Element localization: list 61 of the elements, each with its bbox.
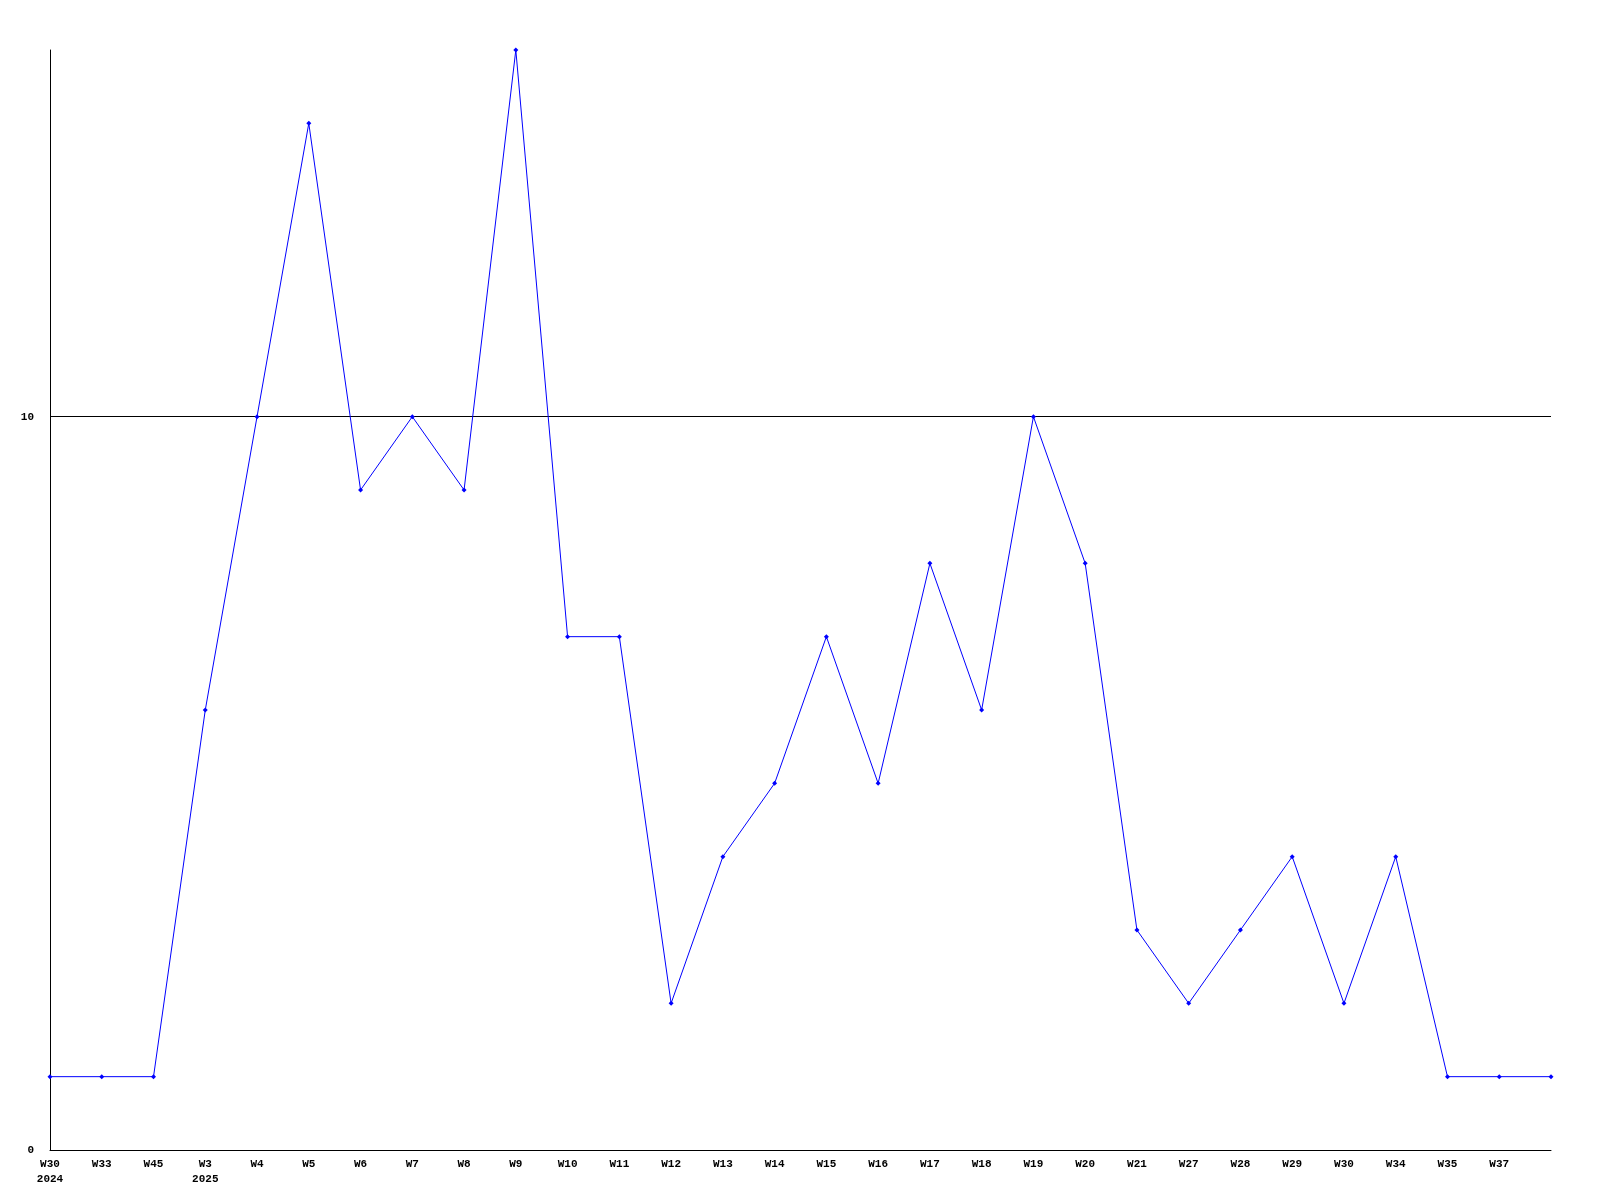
point	[1341, 1000, 1347, 1006]
point	[1548, 1074, 1554, 1080]
x-tick-label: W33	[91, 1157, 113, 1170]
point	[1237, 927, 1243, 933]
x-tick-label: W7	[405, 1157, 419, 1170]
x-tick-label: W18	[971, 1157, 992, 1170]
point	[1030, 414, 1036, 420]
point	[254, 414, 260, 420]
x-tick-label: W30	[1334, 1157, 1354, 1170]
x-tick-label: W10	[557, 1157, 578, 1170]
y-tick-label: 0	[27, 1144, 34, 1156]
x-tick-label: W29	[1282, 1157, 1303, 1170]
x-tick-label: W15	[816, 1157, 837, 1170]
point	[409, 414, 415, 420]
x-tick-label: W6	[353, 1157, 368, 1170]
x-tick-label: W16	[868, 1157, 889, 1170]
point	[1496, 1074, 1502, 1080]
x-tick-label: W11	[609, 1157, 630, 1170]
point	[927, 560, 933, 566]
point	[979, 707, 985, 713]
point	[151, 1074, 157, 1080]
x-tick-label: W3 2025	[192, 1157, 219, 1185]
point	[1186, 1000, 1192, 1006]
x-tick-label: W17	[919, 1157, 940, 1170]
point	[1082, 560, 1088, 566]
point	[823, 634, 829, 640]
point	[1393, 854, 1399, 860]
x-tick-label: W30 2024	[36, 1157, 64, 1185]
x-tick-label: W13	[712, 1157, 734, 1170]
point	[875, 780, 881, 786]
x-tick-label: W4	[250, 1157, 265, 1170]
point	[772, 780, 778, 786]
point	[461, 487, 467, 493]
x-tick-label: W45	[143, 1157, 164, 1170]
x-tick-label: W12	[661, 1157, 682, 1170]
x-tick-label: W14	[764, 1157, 785, 1170]
y-tick-label: 10	[20, 410, 34, 423]
point	[358, 487, 364, 493]
point	[47, 1074, 53, 1080]
point	[99, 1074, 105, 1080]
x-tick-label: W21	[1127, 1157, 1148, 1170]
point	[565, 634, 571, 640]
x-tick-label: W35	[1437, 1157, 1458, 1170]
point	[202, 707, 208, 713]
x-tick-label: W5	[302, 1157, 316, 1170]
point	[720, 854, 726, 860]
x-tick-label: W28	[1230, 1157, 1251, 1170]
point	[1134, 927, 1140, 933]
point	[306, 120, 312, 126]
x-tick-label: W19	[1023, 1157, 1044, 1170]
x-tick-label: W34	[1385, 1157, 1407, 1170]
point	[616, 634, 622, 640]
x-tick-label: W8	[457, 1157, 472, 1170]
point	[1289, 854, 1295, 860]
point	[1444, 1074, 1450, 1080]
x-tick-label: W27	[1178, 1157, 1199, 1170]
point	[513, 47, 519, 53]
x-tick-label: W9	[509, 1157, 523, 1170]
x-tick-label: W20	[1075, 1157, 1096, 1170]
point	[668, 1000, 674, 1006]
x-tick-label: W37	[1489, 1157, 1510, 1170]
